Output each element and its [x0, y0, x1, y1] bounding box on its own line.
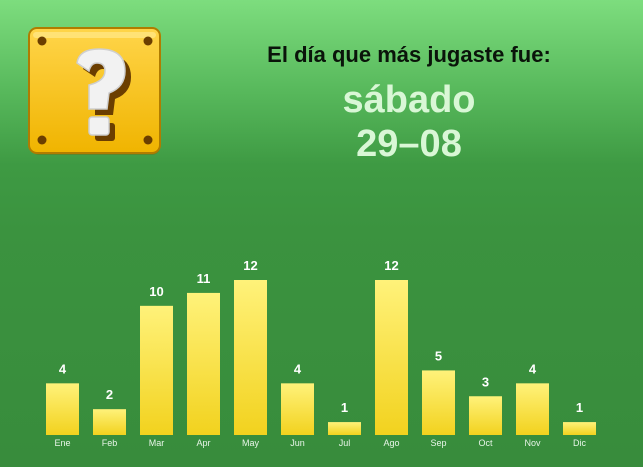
bar-jun [281, 383, 314, 435]
tick-label-ago: Ago [383, 438, 399, 448]
value-label-oct: 3 [482, 374, 489, 389]
value-label-ene: 4 [59, 361, 67, 376]
value-label-mar: 10 [149, 284, 163, 299]
tick-label-oct: Oct [478, 438, 493, 448]
bar-apr [187, 292, 220, 435]
value-label-may: 12 [243, 258, 257, 273]
tick-label-feb: Feb [102, 438, 118, 448]
tick-label-jul: Jul [339, 438, 351, 448]
tick-label-ene: Ene [54, 438, 70, 448]
bar-sep [422, 370, 455, 435]
bar-nov [516, 383, 549, 435]
tick-label-sep: Sep [430, 438, 446, 448]
bar-mar [140, 305, 173, 435]
bar-jul [328, 422, 361, 435]
value-label-feb: 2 [106, 387, 113, 402]
value-label-jun: 4 [294, 361, 302, 376]
tick-label-dic: Dic [573, 438, 586, 448]
value-label-nov: 4 [529, 361, 537, 376]
tick-label-mar: Mar [149, 438, 165, 448]
value-label-ago: 12 [384, 258, 398, 273]
bar-oct [469, 396, 502, 435]
tick-label-may: May [242, 438, 260, 448]
bar-ago [375, 280, 408, 435]
bar-feb [93, 409, 126, 435]
most-played-day-date: 29–08 [356, 123, 462, 165]
bar-may [234, 280, 267, 435]
headline: El día que más jugaste fue: [267, 42, 551, 67]
tick-label-apr: Apr [196, 438, 210, 448]
monthly-bar-chart: 4 Ene 2 Feb 10 Mar 11 Apr 12 May 4 Jun 1 Jul 12 Ago 5 Sep… [46, 258, 596, 448]
tick-label-jun: Jun [290, 438, 305, 448]
value-label-jul: 1 [341, 400, 348, 415]
bar-ene [46, 383, 79, 435]
value-label-apr: 11 [197, 271, 211, 286]
tick-label-nov: Nov [524, 438, 541, 448]
question-block-icon [28, 27, 161, 155]
bar-dic [563, 422, 596, 435]
most-played-day-name: sábado [342, 79, 476, 121]
value-label-dic: 1 [576, 400, 583, 415]
value-label-sep: 5 [435, 348, 442, 363]
